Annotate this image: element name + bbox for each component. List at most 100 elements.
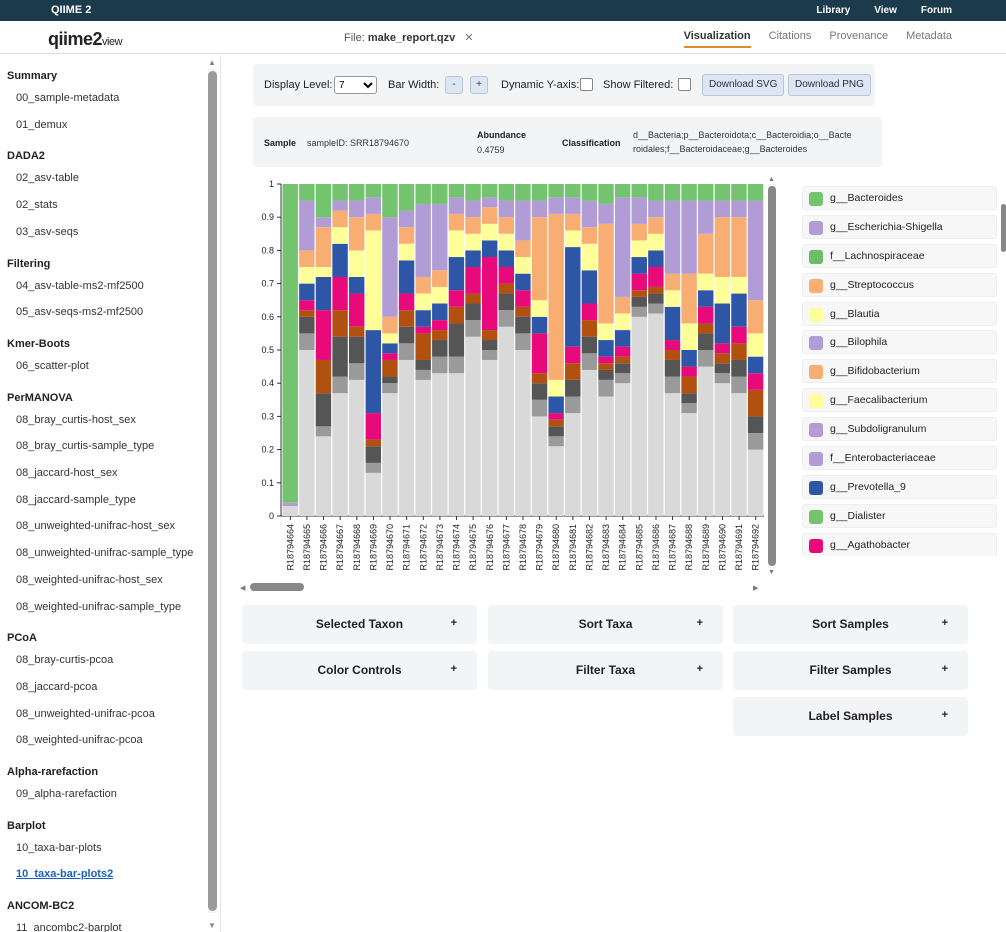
bar-segment[interactable]: [698, 323, 714, 334]
bar-segment[interactable]: [664, 340, 681, 350]
chart-hscroll-thumb[interactable]: [250, 583, 304, 591]
stacked-bar-chart[interactable]: 0 0.1 0.2 0.3 0.4 0.5 0.6 0.7 0.8 0.9 1 R18794664 R1…: [240, 174, 780, 596]
bar-segment[interactable]: [481, 257, 498, 331]
bar-segment[interactable]: [432, 373, 448, 516]
bar-segment[interactable]: [348, 276, 365, 294]
scroll-down-icon[interactable]: ▼: [208, 921, 216, 930]
bar-segment[interactable]: [681, 184, 697, 201]
bar-segment[interactable]: [498, 233, 514, 251]
bar-segment[interactable]: [664, 200, 681, 274]
bar-segment[interactable]: [498, 293, 514, 311]
bar-segment[interactable]: [681, 393, 697, 404]
legend-item[interactable]: g__Escherichia-Shigella: [802, 214, 997, 239]
bar-segment[interactable]: [481, 350, 498, 360]
bar-segment[interactable]: [432, 270, 448, 287]
bar-segment[interactable]: [565, 197, 581, 214]
bar-segment[interactable]: [698, 290, 714, 307]
bar-segment[interactable]: [581, 369, 598, 516]
bar-segment[interactable]: [382, 217, 398, 317]
sidebar-item[interactable]: 10_taxa-bar-plots: [16, 841, 102, 854]
bar-segment[interactable]: [581, 200, 598, 228]
bar-segment[interactable]: [565, 396, 581, 414]
bar-segment[interactable]: [698, 233, 714, 274]
bar-segment[interactable]: [365, 472, 382, 516]
bar-segment[interactable]: [747, 416, 764, 433]
chart-vscroll-thumb[interactable]: [768, 186, 776, 566]
sidebar-item[interactable]: 09_alpha-rarefaction: [16, 788, 117, 800]
bar-segment[interactable]: [448, 306, 465, 324]
bar-segment[interactable]: [581, 270, 598, 304]
bar-segment[interactable]: [598, 363, 614, 370]
bar-segment[interactable]: [498, 217, 514, 234]
bar-segment[interactable]: [515, 333, 531, 350]
legend-scrollbar[interactable]: [1000, 186, 1006, 556]
sidebar-item[interactable]: 08_jaccard-pcoa: [16, 680, 98, 693]
bar-segment[interactable]: [614, 363, 631, 374]
show-filtered-checkbox[interactable]: [678, 78, 691, 91]
bar-segment[interactable]: [448, 213, 465, 231]
bar-segment[interactable]: [282, 184, 298, 503]
bar-segment[interactable]: [515, 306, 531, 317]
bar-segment[interactable]: [581, 303, 598, 321]
bar-segment[interactable]: [548, 436, 564, 447]
expand-icon[interactable]: +: [941, 663, 948, 675]
bar-width-increase-button[interactable]: +: [470, 76, 488, 94]
bar-segment[interactable]: [614, 373, 631, 384]
bar-segment[interactable]: [332, 200, 348, 211]
bar-segment[interactable]: [681, 413, 697, 516]
bar-segment[interactable]: [348, 293, 365, 327]
bar-segment[interactable]: [398, 243, 415, 261]
bar-segment[interactable]: [681, 323, 697, 350]
bar-segment[interactable]: [348, 363, 365, 380]
bar-segment[interactable]: [432, 320, 448, 331]
bar-segment[interactable]: [382, 393, 398, 516]
bar-segment[interactable]: [548, 426, 564, 437]
bar-segment[interactable]: [747, 373, 764, 390]
scroll-thumb[interactable]: [208, 71, 217, 911]
bar-segment[interactable]: [332, 243, 348, 277]
bar-segment[interactable]: [631, 273, 647, 291]
bar-segment[interactable]: [299, 283, 315, 301]
bar-segment[interactable]: [565, 346, 581, 364]
bar-segment[interactable]: [581, 353, 598, 370]
bar-segment[interactable]: [448, 323, 465, 357]
bar-segment[interactable]: [382, 343, 398, 354]
sidebar-item[interactable]: 08_unweighted-unifrac-pcoa: [16, 707, 155, 720]
bar-segment[interactable]: [299, 316, 315, 334]
bar-segment[interactable]: [498, 310, 514, 327]
sidebar-item[interactable]: 08_bray_curtis-sample_type: [16, 440, 155, 453]
bar-segment[interactable]: [365, 184, 382, 198]
bar-segment[interactable]: [614, 346, 631, 357]
sidebar-item[interactable]: 08_bray_curtis-host_sex: [16, 413, 136, 426]
bar-segment[interactable]: [531, 184, 548, 201]
bar-segment[interactable]: [714, 343, 731, 354]
bar-segment[interactable]: [731, 217, 747, 277]
bar-segment[interactable]: [465, 250, 481, 267]
bar-segment[interactable]: [515, 350, 531, 516]
bar-segment[interactable]: [631, 306, 647, 317]
bar-segment[interactable]: [565, 184, 581, 198]
bar-segment[interactable]: [698, 273, 714, 291]
bar-segment[interactable]: [731, 200, 747, 218]
bar-segment[interactable]: [332, 393, 348, 516]
bar-segment[interactable]: [698, 200, 714, 234]
bar-segment[interactable]: [448, 356, 465, 374]
bar-segment[interactable]: [432, 340, 448, 357]
bar-segment[interactable]: [432, 184, 448, 204]
bar-segment[interactable]: [465, 233, 481, 251]
bar-segment[interactable]: [315, 276, 332, 311]
legend-item[interactable]: g__Agathobacter: [802, 532, 997, 556]
bar-segment[interactable]: [398, 359, 415, 516]
bar-segment[interactable]: [348, 250, 365, 277]
bar-segment[interactable]: [315, 227, 332, 267]
bar-segment[interactable]: [747, 333, 764, 357]
bar-segment[interactable]: [565, 363, 581, 380]
bar-segment[interactable]: [398, 260, 415, 294]
bar-segment[interactable]: [581, 336, 598, 354]
bar-segment[interactable]: [681, 376, 697, 394]
bar-segment[interactable]: [348, 336, 365, 364]
bar-segment[interactable]: [332, 310, 348, 337]
bar-segment[interactable]: [648, 293, 664, 304]
bar-segment[interactable]: [614, 184, 631, 198]
bar-segment[interactable]: [747, 184, 764, 201]
